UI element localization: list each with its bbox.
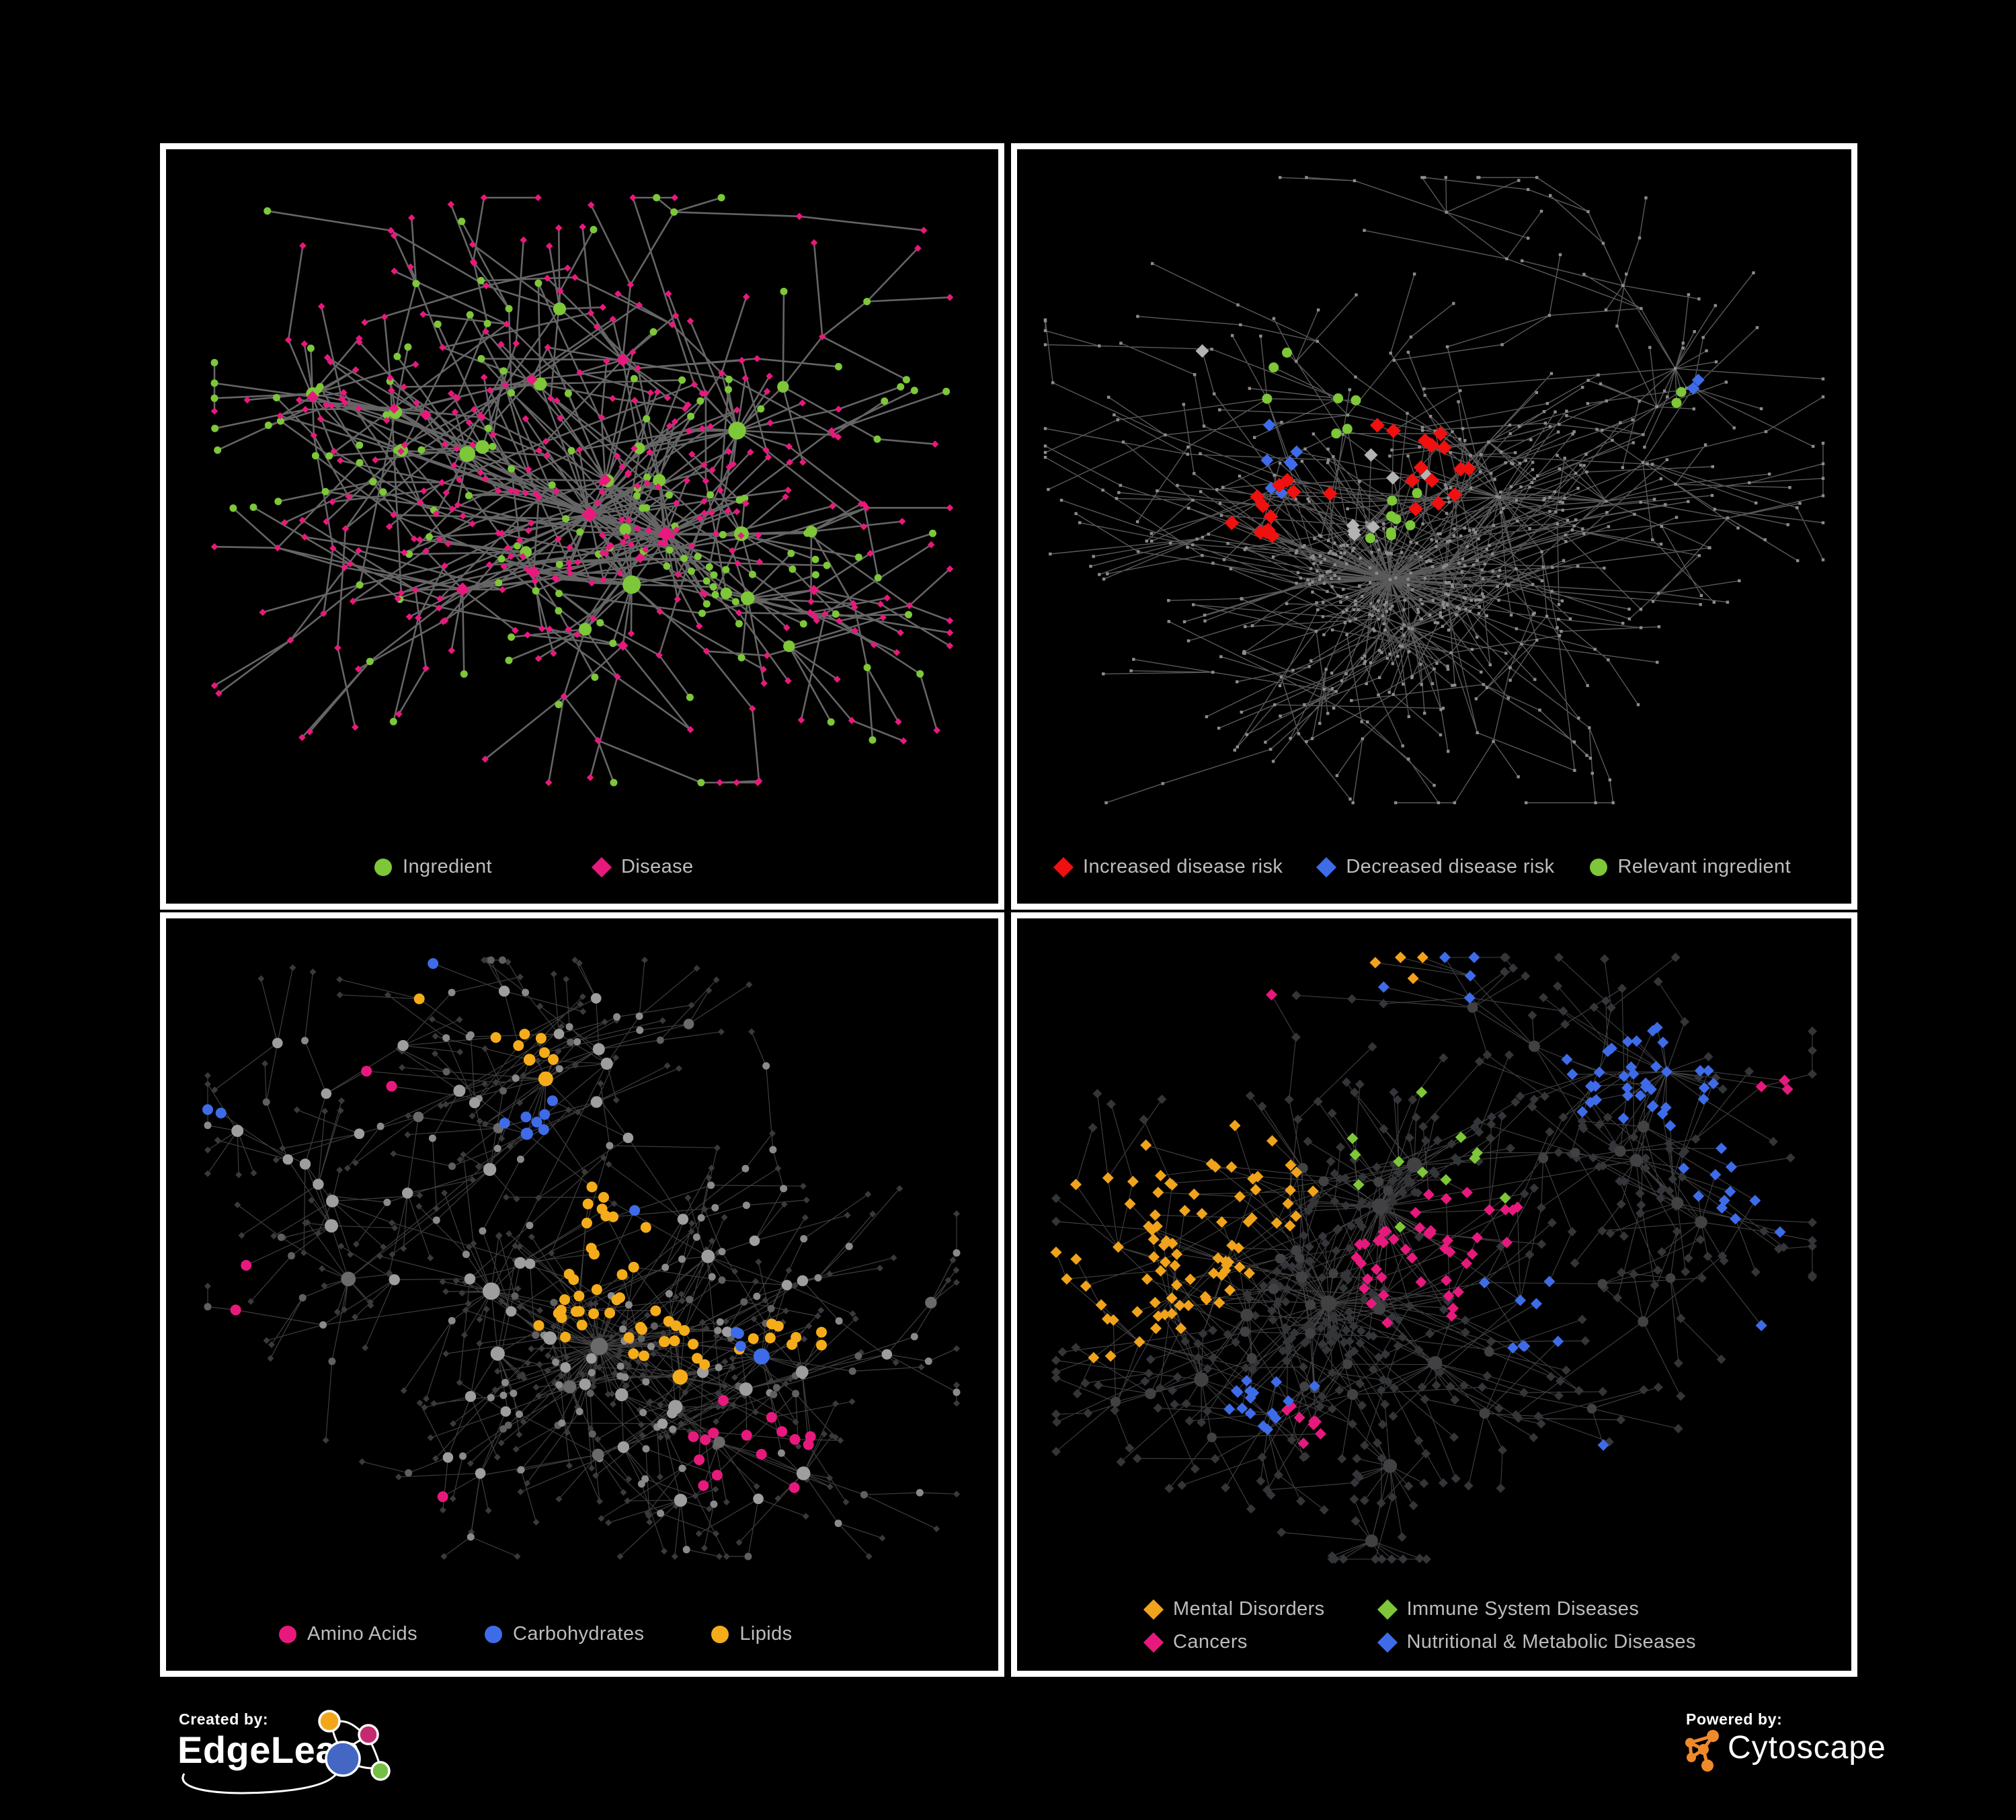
ingredient-disease-network-ingredient-nodes xyxy=(210,194,951,787)
cytoscape-logo-icon xyxy=(1685,1730,1719,1772)
disease-category-network-cancers-nodes xyxy=(1266,989,1793,1450)
ingredient-circle-icon xyxy=(374,858,392,876)
legend-item-ingredient: Ingredient xyxy=(374,856,492,878)
disease-diamond-icon xyxy=(591,857,612,877)
nutrient-class-network-mid-nodes xyxy=(204,956,961,1560)
relevant-ingredient-circle-icon xyxy=(1589,858,1607,876)
powered-by-label: Powered by: xyxy=(1686,1710,1783,1728)
panel-nutrient-class: Amino Acids Carbohydrates Lipids xyxy=(160,912,1004,1677)
legend-label-disease: Disease xyxy=(621,856,694,877)
panel-ingredient-disease: Ingredient Disease xyxy=(160,143,1004,910)
legend-label-amino-acids: Amino Acids xyxy=(307,1623,417,1645)
cancers-diamond-icon xyxy=(1143,1632,1164,1653)
ingredient-disease-network-canvas xyxy=(210,194,954,787)
legend-item-decreased-disease-risk: Decreased disease risk xyxy=(1316,856,1555,878)
disease-risk-network-increased-risk-nodes xyxy=(1224,418,1476,543)
disease-risk-network-neutral-risk-nodes xyxy=(1195,344,1434,542)
legend-item-immune-system-diseases: Immune System Diseases xyxy=(1377,1598,1696,1620)
disease-category-network-immune-system-nodes xyxy=(1346,1086,1511,1233)
disease-risk-network-base-nodes xyxy=(1043,175,1825,805)
legend-item-nutritional-metabolic-diseases: Nutritional & Metabolic Diseases xyxy=(1377,1631,1696,1653)
legend-label-cancers: Cancers xyxy=(1173,1631,1248,1653)
disease-category-network-nutritional-metabolic-nodes xyxy=(1223,951,1786,1451)
legend-item-relevant-ingredient: Relevant ingredient xyxy=(1589,856,1791,878)
nutrient-class-network-leaf-nodes xyxy=(204,957,960,1560)
legend-disease-risk: Increased disease risk Decreased disease … xyxy=(1017,856,1889,878)
increased-disease-risk-diamond-icon xyxy=(1053,857,1074,877)
nutritional-metabolic-diseases-diamond-icon xyxy=(1377,1632,1398,1653)
legend-item-carbohydrates: Carbohydrates xyxy=(484,1623,645,1645)
nutrient-class-network-lipids-nodes xyxy=(413,993,827,1385)
disease-category-network-leaf-nodes xyxy=(1051,953,1817,1564)
legend-label-relevant-ingredient: Relevant ingredient xyxy=(1617,856,1791,877)
nutrient-class-network-amino-acids-nodes xyxy=(230,1066,816,1503)
lipids-circle-icon xyxy=(711,1625,729,1643)
decreased-disease-risk-diamond-icon xyxy=(1316,857,1337,877)
legend-ingredient-disease: Ingredient Disease xyxy=(166,856,1207,878)
disease-risk-network-relevant-ingredient-nodes xyxy=(1262,348,1687,543)
legend-item-increased-disease-risk: Increased disease risk xyxy=(1053,856,1283,878)
legend-item-amino-acids: Amino Acids xyxy=(279,1623,417,1645)
edgeleap-logo-icon xyxy=(182,1710,391,1794)
disease-category-network-mental-disorders-nodes xyxy=(1050,951,1428,1363)
disease-risk-network-canvas xyxy=(1043,175,1825,805)
legend-label-immune-system-diseases: Immune System Diseases xyxy=(1406,1598,1640,1620)
amino-acids-circle-icon xyxy=(279,1625,296,1643)
legend-nutrient-class: Amino Acids Carbohydrates Lipids xyxy=(166,1623,1111,1645)
disease-risk-network-edges xyxy=(1045,177,1824,803)
ingredient-disease-network-disease-nodes xyxy=(210,194,954,787)
legend-label-mental-disorders: Mental Disorders xyxy=(1173,1598,1325,1620)
legend-label-nutritional-metabolic-diseases: Nutritional & Metabolic Diseases xyxy=(1406,1631,1696,1653)
panel-disease-category: Mental Disorders Immune System Diseases Ca… xyxy=(1011,912,1857,1677)
mental-disorders-diamond-icon xyxy=(1143,1599,1164,1620)
edgeleap-credit: Created by: EdgeLeap xyxy=(173,1706,415,1807)
legend-label-increased-disease-risk: Increased disease risk xyxy=(1083,856,1283,877)
legend-disease-category: Mental Disorders Immune System Diseases Ca… xyxy=(1017,1598,1979,1653)
legend-label-ingredient: Ingredient xyxy=(403,856,492,877)
cytoscape-credit: Powered by: Cytoscape xyxy=(1682,1708,1910,1795)
disease-category-network-canvas xyxy=(1050,951,1817,1564)
immune-system-diseases-diamond-icon xyxy=(1377,1599,1398,1620)
legend-item-disease: Disease xyxy=(591,856,694,878)
legend-item-cancers: Cancers xyxy=(1143,1631,1325,1653)
legend-label-carbohydrates: Carbohydrates xyxy=(512,1623,645,1645)
panel-disease-risk: Increased disease risk Decreased disease … xyxy=(1011,143,1857,910)
created-by-label: Created by: xyxy=(179,1710,269,1728)
carbohydrates-circle-icon xyxy=(484,1625,502,1643)
nutrient-class-network-hub-nodes xyxy=(231,986,937,1507)
legend-item-mental-disorders: Mental Disorders xyxy=(1143,1598,1325,1620)
legend-label-decreased-disease-risk: Decreased disease risk xyxy=(1346,856,1555,877)
disease-category-network-edges xyxy=(1055,957,1813,1560)
disease-category-network-hub-nodes xyxy=(1110,1002,1707,1548)
cytoscape-brand-text: Cytoscape xyxy=(1728,1730,1886,1766)
nutrient-class-network-canvas xyxy=(202,956,961,1560)
legend-label-lipids: Lipids xyxy=(739,1623,793,1645)
nutrient-class-network-edges xyxy=(207,959,957,1557)
legend-item-lipids: Lipids xyxy=(711,1623,792,1645)
nutrient-class-network-carbohydrates-nodes xyxy=(202,958,770,1365)
ingredient-disease-network-edges xyxy=(213,196,951,784)
